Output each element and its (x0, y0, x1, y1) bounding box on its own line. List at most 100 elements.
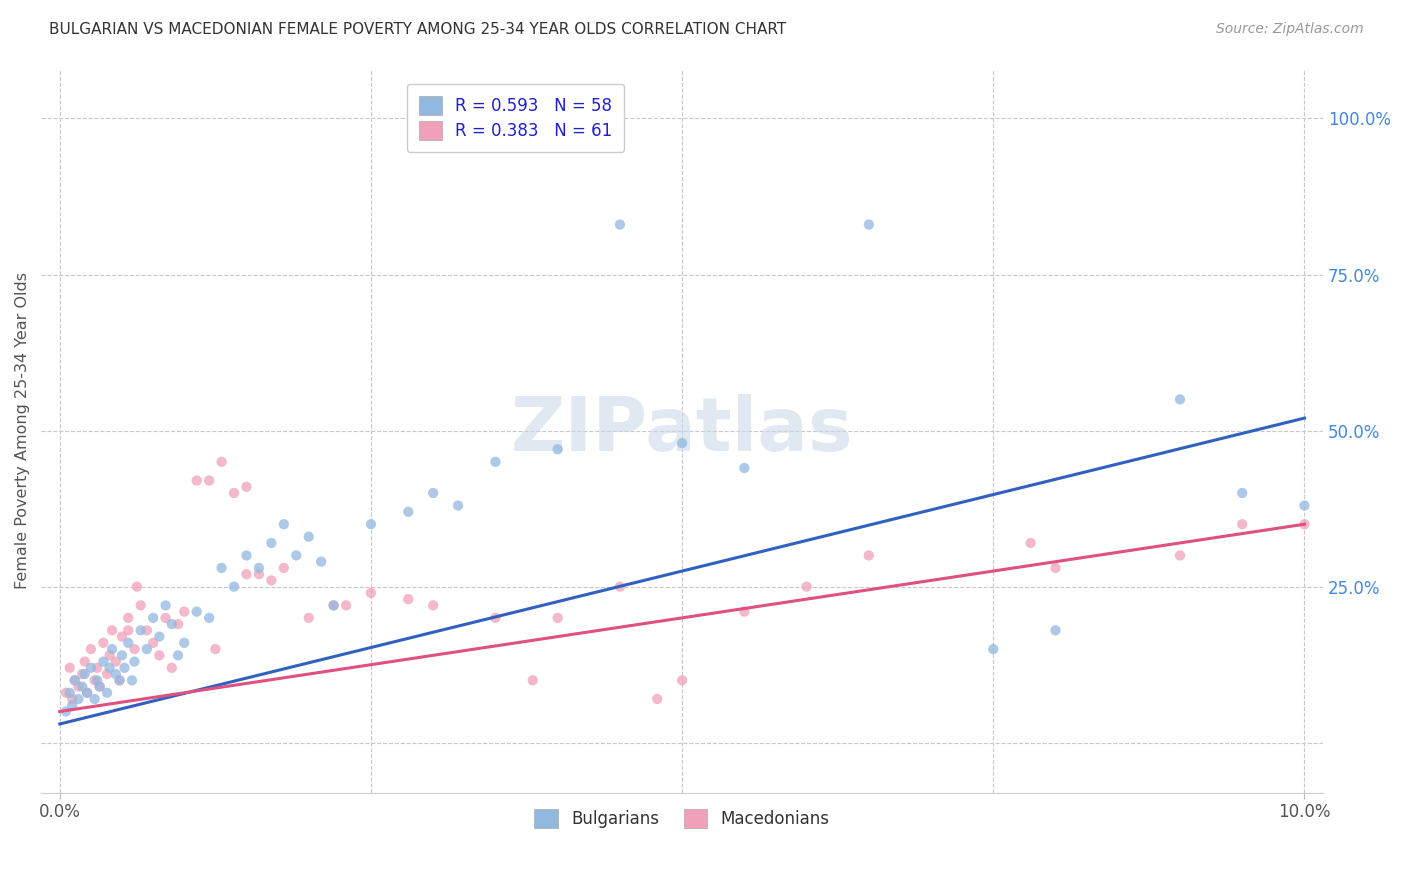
Point (609, 218, 631, 232)
Point (273, 517, 295, 532)
Point (104, 655, 127, 669)
Point (86, 661, 108, 675)
Point (447, 499, 470, 513)
Point (396, 592, 419, 607)
Point (148, 648, 170, 663)
Point (422, 486, 444, 500)
Text: ZIPatlas: ZIPatlas (510, 394, 853, 467)
Point (173, 605, 195, 619)
Point (235, 549, 257, 563)
Point (1294, 517, 1316, 532)
Point (83, 673, 105, 688)
Point (55, 686, 77, 700)
Point (422, 599, 444, 613)
Point (1168, 549, 1191, 563)
Point (89, 680, 111, 694)
Point (98, 661, 121, 675)
Point (96, 667, 118, 681)
Point (360, 586, 382, 600)
Point (63, 673, 86, 688)
Text: Source: ZipAtlas.com: Source: ZipAtlas.com (1216, 22, 1364, 37)
Point (59, 661, 82, 675)
Point (96, 686, 118, 700)
Point (396, 505, 419, 519)
Y-axis label: Female Poverty Among 25-34 Year Olds: Female Poverty Among 25-34 Year Olds (15, 272, 30, 589)
Point (70, 680, 93, 694)
Point (247, 567, 270, 582)
Point (142, 636, 165, 650)
Point (222, 580, 245, 594)
Point (186, 605, 208, 619)
Point (93, 655, 115, 669)
Point (173, 636, 195, 650)
Point (671, 436, 693, 450)
Point (309, 555, 332, 569)
Point (125, 580, 148, 594)
Point (155, 611, 177, 625)
Point (108, 673, 131, 688)
Point (186, 474, 208, 488)
Point (211, 455, 233, 469)
Point (858, 549, 880, 563)
Point (609, 580, 631, 594)
Point (260, 536, 283, 550)
Point (484, 611, 506, 625)
Point (1045, 624, 1067, 638)
Point (121, 673, 143, 688)
Point (67, 680, 90, 694)
Point (60, 692, 83, 706)
Point (235, 567, 257, 582)
Point (155, 599, 177, 613)
Point (124, 655, 146, 669)
Point (76, 686, 98, 700)
Point (260, 574, 283, 588)
Point (160, 661, 183, 675)
Point (80, 642, 103, 657)
Point (111, 648, 134, 663)
Point (76, 686, 98, 700)
Point (547, 611, 569, 625)
Point (63, 673, 86, 688)
Text: BULGARIAN VS MACEDONIAN FEMALE POVERTY AMONG 25-34 YEAR OLDS CORRELATION CHART: BULGARIAN VS MACEDONIAN FEMALE POVERTY A… (49, 22, 786, 37)
Point (671, 673, 693, 688)
Point (73, 667, 96, 681)
Point (285, 549, 308, 563)
Point (117, 636, 139, 650)
Point (129, 624, 152, 638)
Point (522, 673, 544, 688)
Point (645, 692, 668, 706)
Point (360, 517, 382, 532)
Point (167, 648, 190, 663)
Point (247, 561, 270, 575)
Point (98, 648, 121, 663)
Point (111, 630, 134, 644)
Point (335, 599, 357, 613)
Point (108, 673, 131, 688)
Point (135, 642, 157, 657)
Point (55, 705, 77, 719)
Point (733, 605, 755, 619)
Point (484, 455, 506, 469)
Point (93, 636, 115, 650)
Point (1232, 517, 1254, 532)
Point (60, 698, 83, 713)
Point (73, 655, 96, 669)
Point (101, 642, 124, 657)
Point (167, 617, 190, 632)
Point (322, 599, 344, 613)
Point (67, 692, 90, 706)
Point (124, 642, 146, 657)
Point (117, 611, 139, 625)
Point (198, 611, 221, 625)
Point (322, 599, 344, 613)
Point (117, 624, 139, 638)
Point (733, 461, 755, 475)
Point (547, 442, 569, 457)
Point (222, 486, 245, 500)
Point (142, 611, 165, 625)
Point (104, 667, 127, 681)
Point (796, 580, 818, 594)
Point (298, 611, 321, 625)
Point (89, 680, 111, 694)
Point (59, 686, 82, 700)
